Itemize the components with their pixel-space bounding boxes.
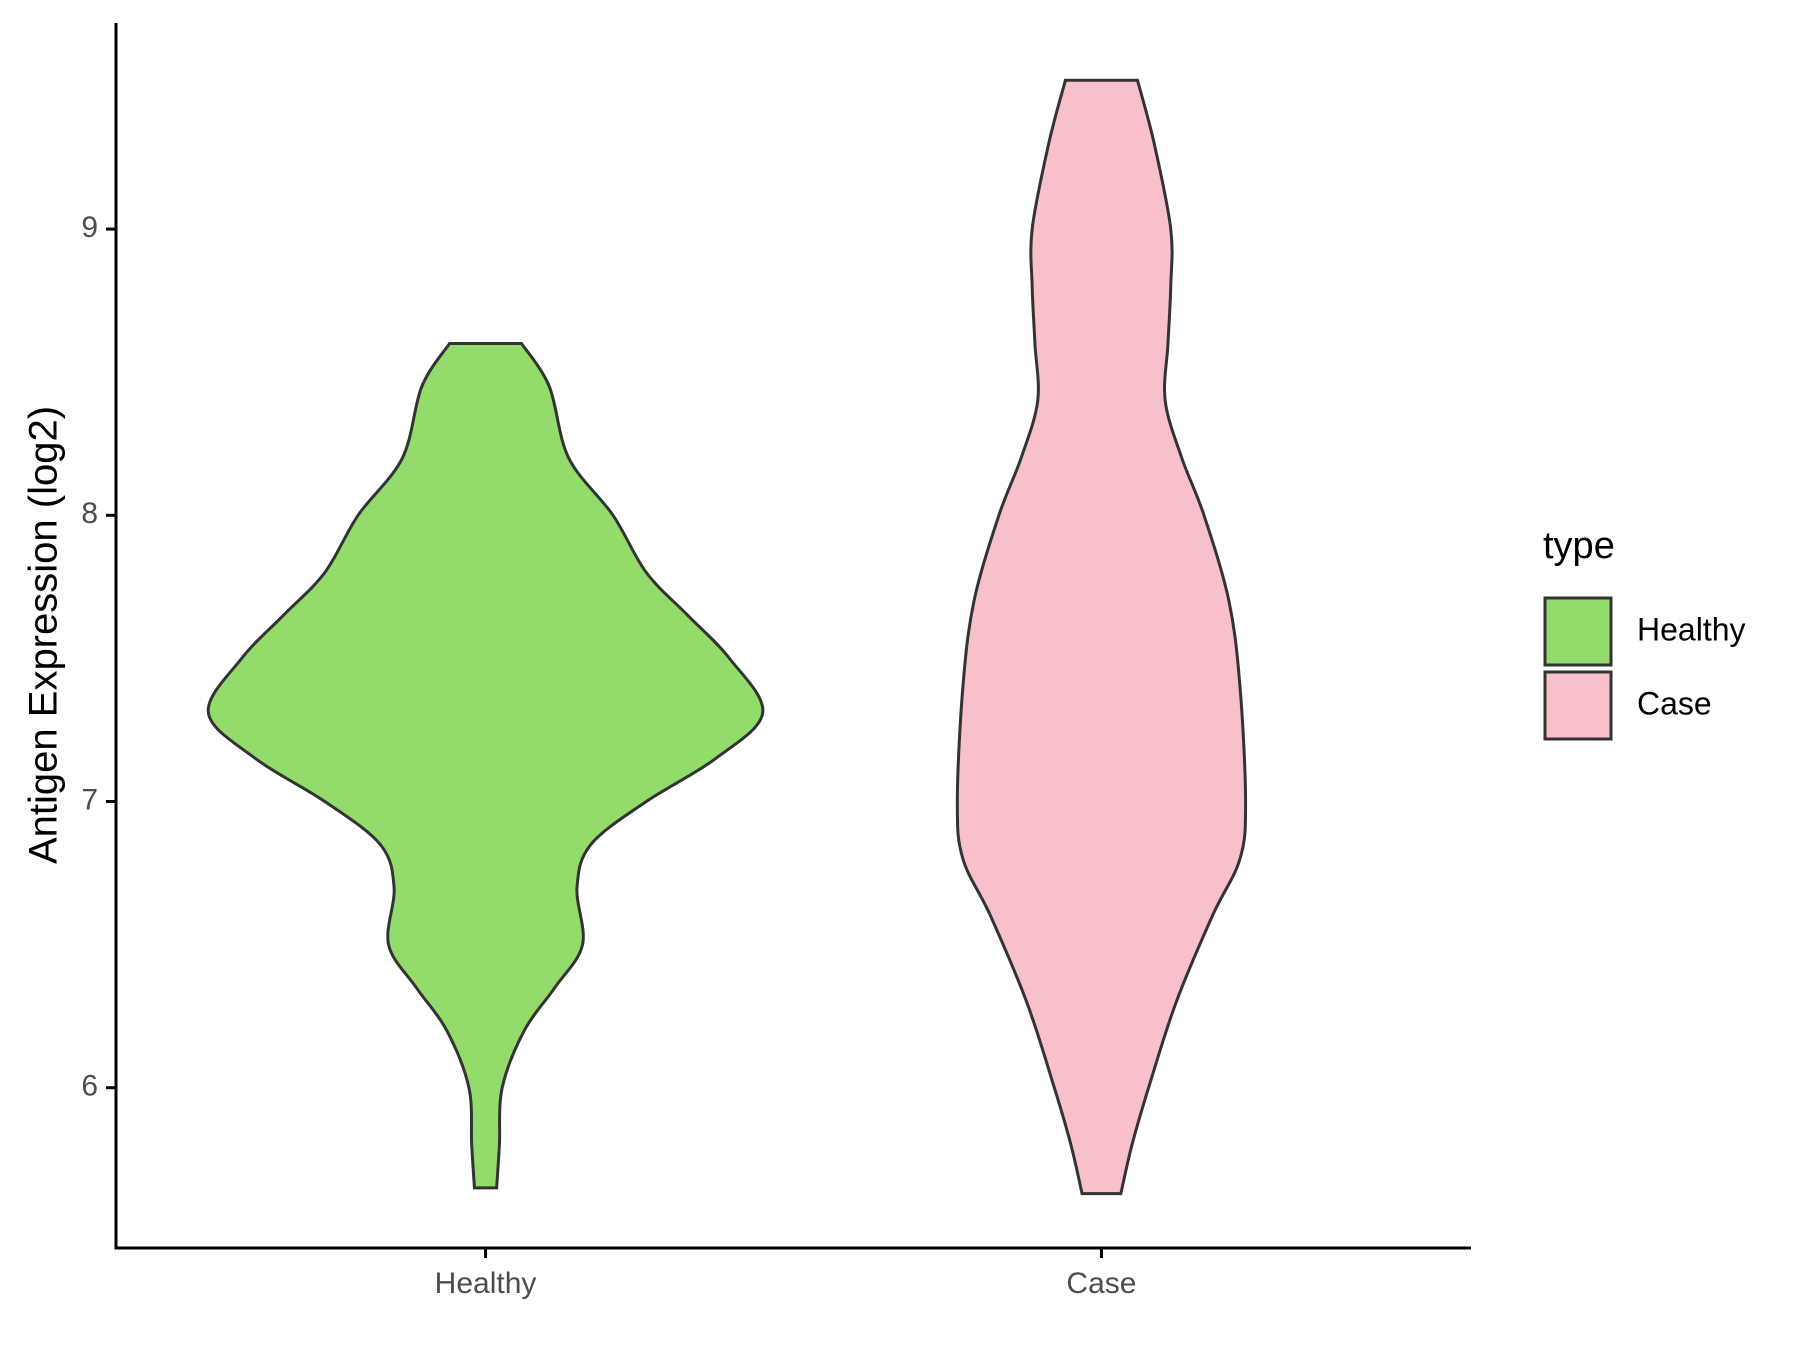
legend-title: type <box>1543 525 1615 567</box>
y-tick-label: 8 <box>81 497 98 530</box>
y-axis-title: Antigen Expression (log2) <box>22 406 66 864</box>
violin <box>206 342 765 1190</box>
x-tick-label: Case <box>1066 1267 1136 1300</box>
y-tick-label: 7 <box>81 783 98 816</box>
violin <box>955 78 1248 1196</box>
legend-label: Case <box>1637 685 1712 721</box>
legend-key <box>1543 670 1613 741</box>
y-tick-label: 6 <box>81 1070 98 1103</box>
x-tick-label: Healthy <box>435 1267 537 1300</box>
legend-label: Healthy <box>1637 611 1746 647</box>
legend-key <box>1543 596 1613 667</box>
y-tick-label: 9 <box>81 211 98 244</box>
axis-line <box>114 23 1471 1250</box>
